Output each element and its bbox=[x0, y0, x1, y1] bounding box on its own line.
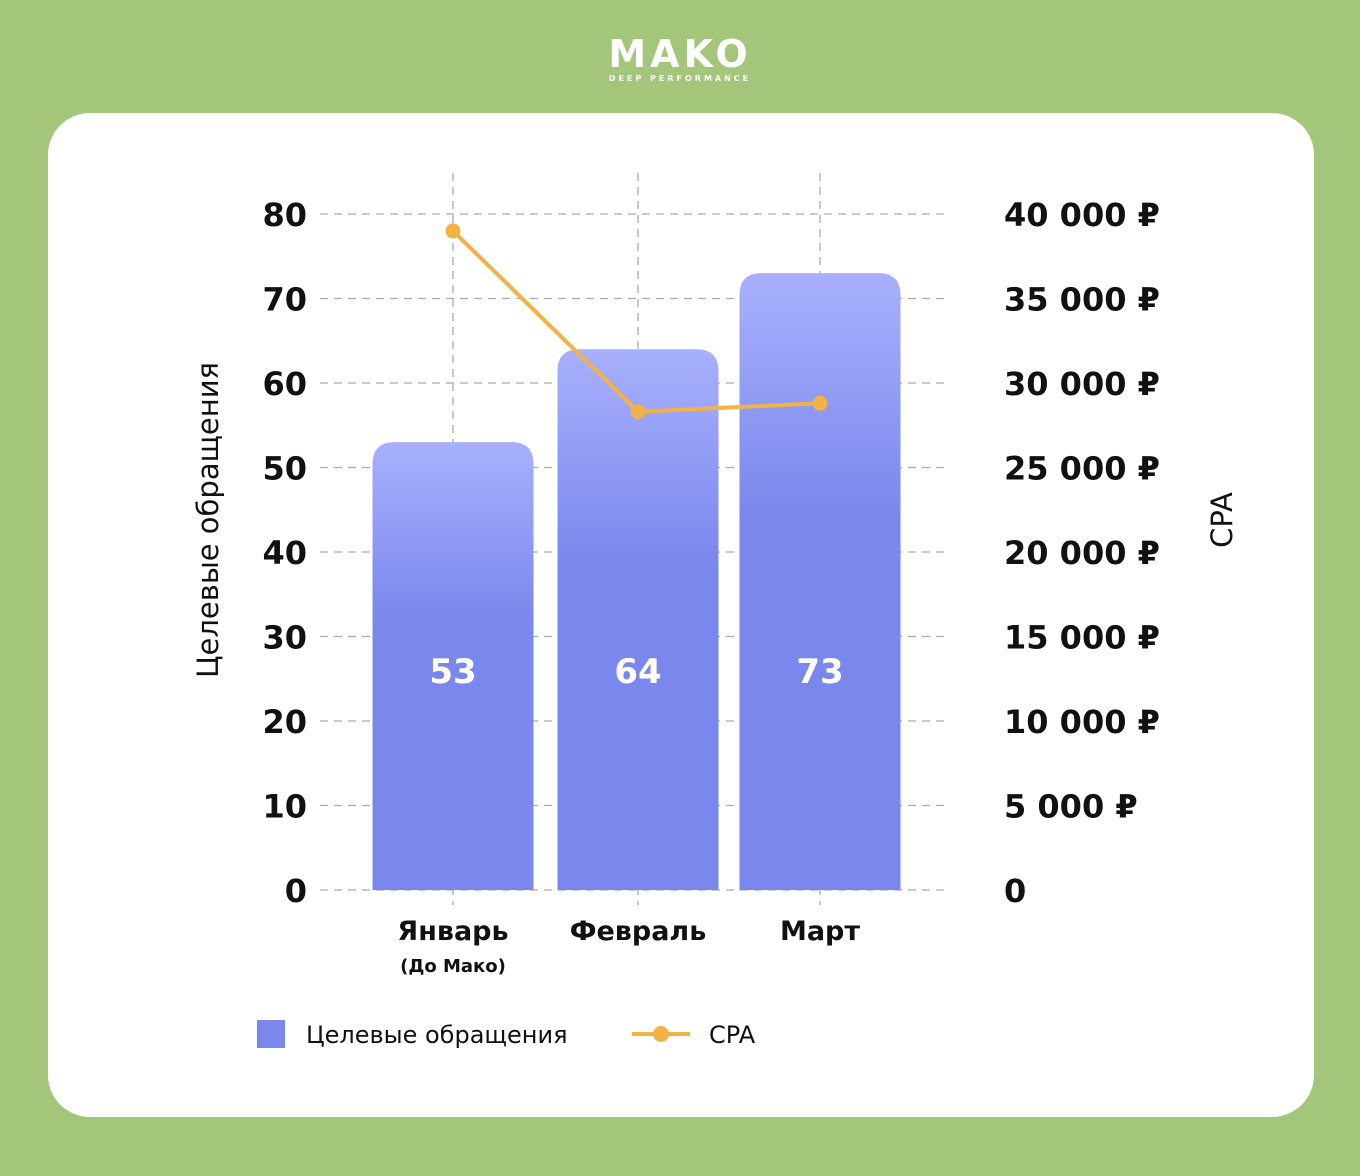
legend-bar-label: Целевые обращения bbox=[306, 1021, 568, 1049]
y2-tick-label: 30 000 ₽ bbox=[1004, 365, 1160, 403]
bar-data-label: 73 bbox=[796, 652, 843, 692]
y-axis-label: Целевые обращения bbox=[191, 362, 225, 678]
cpa-point bbox=[630, 404, 646, 420]
x-tick-label: Февраль bbox=[570, 916, 707, 947]
bar-Февраль bbox=[557, 349, 719, 890]
bar-data-label: 53 bbox=[429, 652, 476, 692]
y-tick-label: 20 bbox=[262, 703, 307, 741]
y2-tick-label: 0 bbox=[1004, 872, 1026, 910]
logo: MAKO DEEP PERFORMANCE bbox=[560, 34, 800, 83]
x-tick-label: Январь bbox=[397, 916, 508, 947]
legend-bar-swatch bbox=[257, 1020, 285, 1048]
legend-line-label: CPA bbox=[709, 1021, 756, 1049]
tick-labels: 0 0 10 5 000 ₽ 20 10 000 ₽ 30 15 000 ₽ 40 20 000 … bbox=[262, 196, 1159, 977]
y2-axis-label: CPA bbox=[1205, 492, 1239, 548]
y2-tick-label: 25 000 ₽ bbox=[1004, 450, 1160, 488]
y2-tick-label: 5 000 ₽ bbox=[1004, 788, 1138, 826]
y-tick-label: 70 bbox=[262, 281, 307, 319]
cpa-point bbox=[812, 395, 828, 411]
legend-line-marker bbox=[653, 1026, 669, 1042]
bars: 53 64 73 bbox=[372, 273, 901, 890]
y-tick-label: 60 bbox=[262, 365, 307, 403]
y-tick-label: 50 bbox=[262, 450, 307, 488]
bar-data-label: 64 bbox=[614, 652, 661, 692]
y2-tick-label: 35 000 ₽ bbox=[1004, 281, 1160, 319]
y-tick-label: 40 bbox=[262, 534, 307, 572]
y-tick-label: 80 bbox=[262, 196, 307, 234]
bar-Январь bbox=[372, 442, 534, 890]
bar-Март bbox=[739, 273, 901, 890]
legend: Целевые обращения CPA bbox=[257, 1020, 756, 1049]
y-tick-label: 30 bbox=[262, 619, 307, 657]
y2-tick-label: 40 000 ₽ bbox=[1004, 196, 1160, 234]
y2-tick-label: 15 000 ₽ bbox=[1004, 619, 1160, 657]
x-tick-sublabel: (До Мако) bbox=[400, 956, 506, 977]
cpa-point bbox=[445, 223, 461, 239]
logo-tagline: DEEP PERFORMANCE bbox=[608, 74, 752, 83]
cpa-line bbox=[445, 223, 828, 420]
y2-tick-label: 20 000 ₽ bbox=[1004, 534, 1160, 572]
y-tick-label: 10 bbox=[262, 788, 307, 826]
y2-tick-label: 10 000 ₽ bbox=[1004, 703, 1160, 741]
x-tick-label: Март bbox=[780, 916, 860, 947]
y-tick-label: 0 bbox=[285, 872, 307, 910]
logo-name: MAKO bbox=[608, 32, 752, 76]
